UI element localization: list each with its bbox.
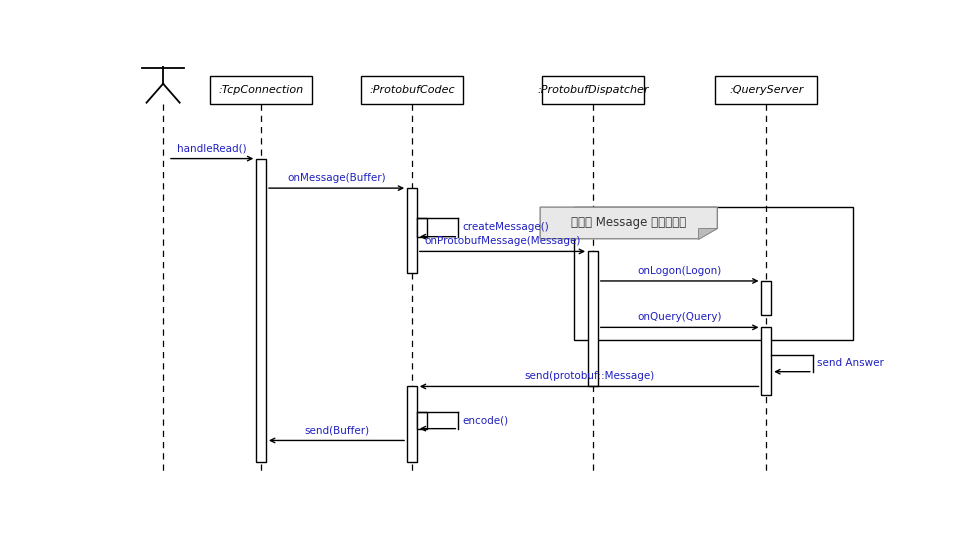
Bar [361, 76, 463, 104]
Text: send Answer: send Answer [816, 358, 883, 368]
Text: send(protobuf::Message): send(protobuf::Message) [524, 372, 654, 381]
Bar [416, 412, 426, 429]
Polygon shape [540, 207, 717, 239]
Bar [574, 207, 853, 340]
Text: handleRead(): handleRead() [177, 144, 247, 153]
Bar [588, 252, 597, 386]
Text: :QueryServer: :QueryServer [729, 85, 804, 95]
Bar [715, 76, 817, 104]
Text: :TcpConnection: :TcpConnection [219, 85, 304, 95]
Bar [407, 188, 416, 272]
Text: onQuery(Query): onQuery(Query) [637, 312, 722, 322]
Text: :ProtobufDispatcher: :ProtobufDispatcher [537, 85, 649, 95]
Polygon shape [699, 228, 717, 239]
Bar [762, 327, 772, 395]
Text: 取决于 Message 的真实类型: 取决于 Message 的真实类型 [571, 216, 686, 230]
Text: onProtobufMessage(Message): onProtobufMessage(Message) [424, 236, 581, 247]
Bar [762, 281, 772, 315]
Bar [542, 76, 644, 104]
Text: createMessage(): createMessage() [462, 222, 549, 232]
Bar [407, 386, 416, 463]
Text: :ProtobufCodec: :ProtobufCodec [369, 85, 454, 95]
Text: onLogon(Logon): onLogon(Logon) [637, 266, 722, 276]
Text: send(Buffer): send(Buffer) [304, 425, 369, 436]
Text: onMessage(Buffer): onMessage(Buffer) [287, 173, 386, 183]
Text: encode(): encode() [462, 415, 508, 425]
Bar [210, 76, 312, 104]
Bar [256, 158, 266, 463]
Circle shape [144, 37, 182, 59]
Bar [416, 218, 426, 237]
